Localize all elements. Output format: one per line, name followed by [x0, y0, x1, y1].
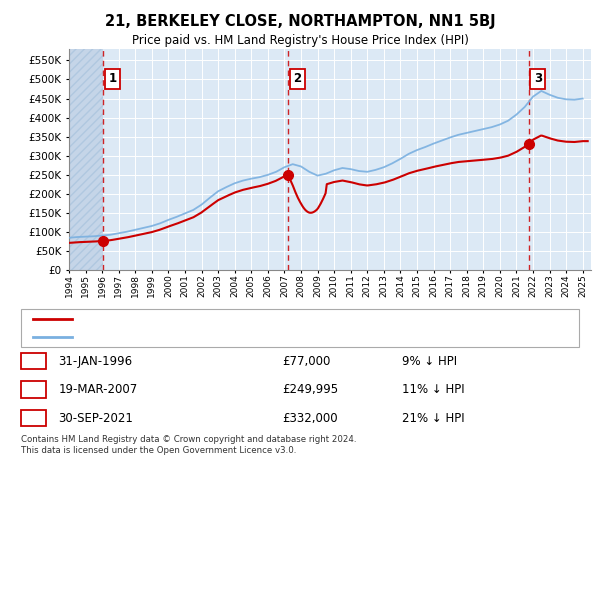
Text: Price paid vs. HM Land Registry's House Price Index (HPI): Price paid vs. HM Land Registry's House … — [131, 34, 469, 47]
Text: 3: 3 — [29, 412, 38, 425]
Text: 2: 2 — [293, 73, 301, 86]
Text: 30-SEP-2021: 30-SEP-2021 — [58, 412, 133, 425]
Text: £249,995: £249,995 — [282, 383, 338, 396]
Text: 21, BERKELEY CLOSE, NORTHAMPTON, NN1 5BJ (detached house): 21, BERKELEY CLOSE, NORTHAMPTON, NN1 5BJ… — [81, 314, 402, 325]
Bar — [69, 49, 103, 270]
Text: 2: 2 — [29, 383, 38, 396]
Text: 21, BERKELEY CLOSE, NORTHAMPTON, NN1 5BJ: 21, BERKELEY CLOSE, NORTHAMPTON, NN1 5BJ — [104, 14, 496, 28]
Text: Contains HM Land Registry data © Crown copyright and database right 2024.
This d: Contains HM Land Registry data © Crown c… — [21, 435, 356, 455]
Text: 21% ↓ HPI: 21% ↓ HPI — [402, 412, 464, 425]
Text: 19-MAR-2007: 19-MAR-2007 — [58, 383, 137, 396]
Text: 3: 3 — [534, 73, 542, 86]
Text: 1: 1 — [29, 355, 38, 368]
Text: 1: 1 — [109, 73, 116, 86]
Text: £77,000: £77,000 — [282, 355, 331, 368]
Text: £332,000: £332,000 — [282, 412, 338, 425]
Text: HPI: Average price, detached house, West Northamptonshire: HPI: Average price, detached house, West… — [81, 332, 378, 342]
Text: 11% ↓ HPI: 11% ↓ HPI — [402, 383, 464, 396]
Text: 9% ↓ HPI: 9% ↓ HPI — [402, 355, 457, 368]
Text: 31-JAN-1996: 31-JAN-1996 — [58, 355, 133, 368]
